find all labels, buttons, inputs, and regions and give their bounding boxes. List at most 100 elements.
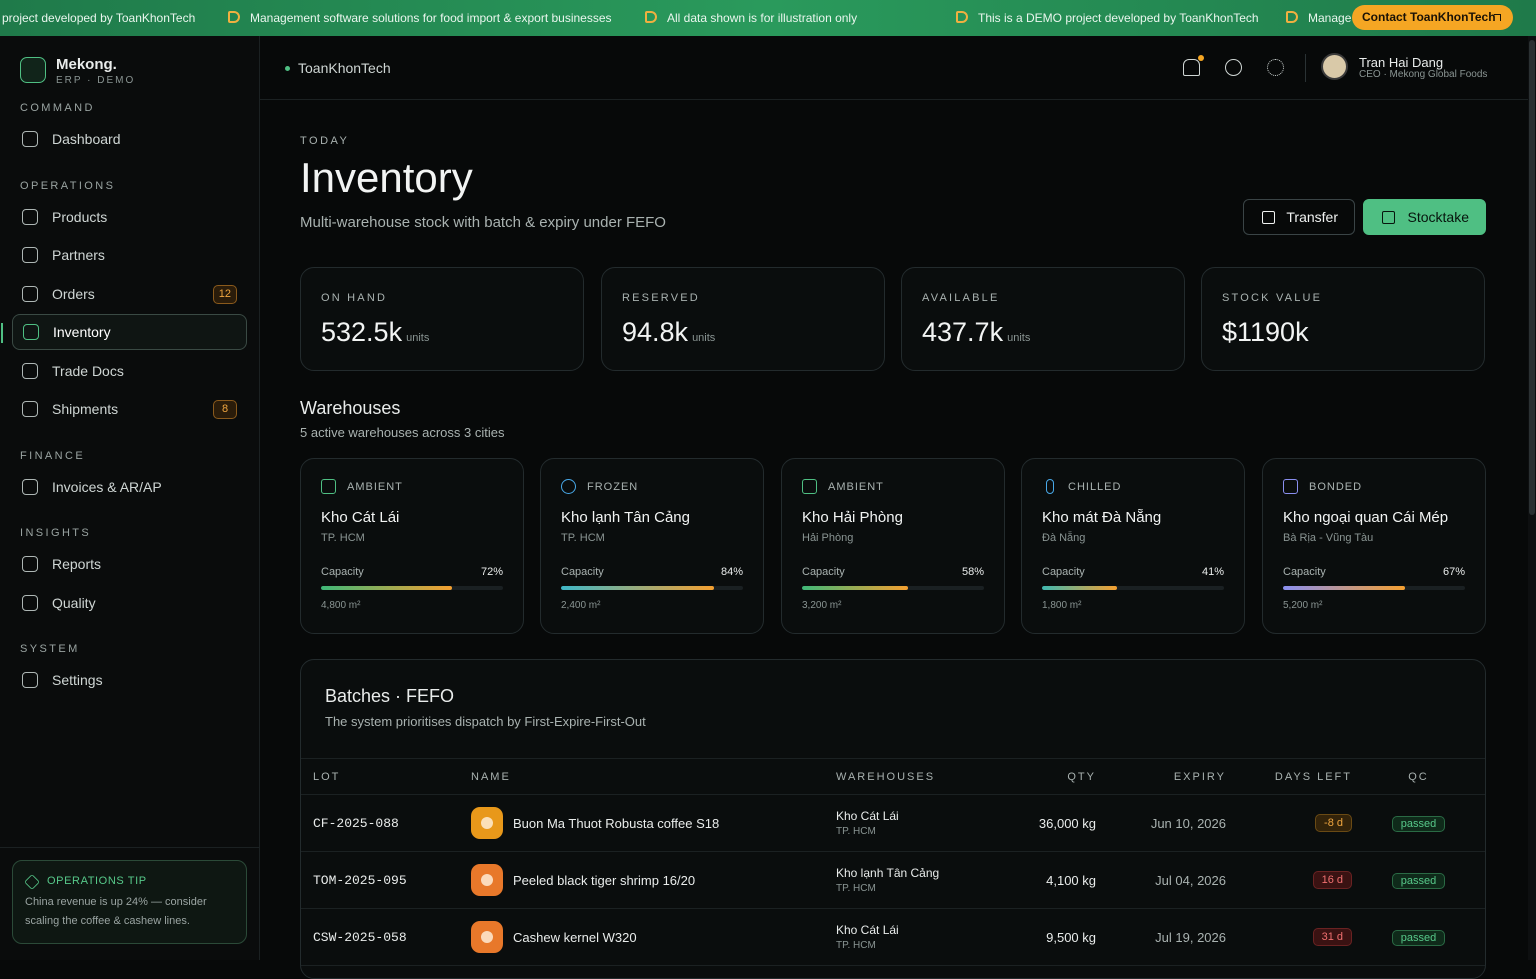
nav-item[interactable]: Orders 12	[12, 275, 247, 314]
scrollbar-thumb[interactable]	[1529, 40, 1535, 515]
warehouse-city: Hải Phòng	[802, 532, 854, 544]
days-left-badge: 16 d	[1312, 871, 1352, 889]
product: Buon Ma Thuot Robusta coffee S18	[471, 807, 836, 839]
days-cell: -8 d	[1226, 814, 1352, 832]
nav-section-title: SYSTEM	[20, 643, 80, 655]
sidebar: Mekong. ERP · DEMO COMMAND Dashboard OPERA…	[0, 36, 260, 960]
warehouse-cell: Kho Cát Lái TP. HCM	[836, 923, 1016, 951]
nav-item[interactable]: Trade Docs	[12, 352, 247, 391]
stat-value: $1190k	[1222, 317, 1309, 347]
nav-label: Dashboard	[52, 131, 121, 148]
divider	[1305, 54, 1306, 82]
capacity-bar	[1042, 586, 1224, 590]
column-header: QTY	[1067, 770, 1096, 783]
warehouse-card[interactable]: FROZEN Kho lạnh Tân Cảng TP. HCM Capacity 84…	[540, 458, 764, 634]
stat-label: RESERVED	[622, 292, 700, 304]
nav-item[interactable]: Products	[12, 198, 247, 237]
nav-item[interactable]: Dashboard	[12, 120, 247, 159]
table-row[interactable]: CSW-2025-058 Cashew kernel W320 Kho Cát Lá…	[301, 909, 1485, 966]
warehouse-city: TP. HCM	[561, 532, 605, 544]
section-title: Warehouses	[300, 398, 401, 418]
stat-value-row: 94.8k units	[622, 317, 864, 348]
nav-badge: 8	[213, 400, 237, 419]
language-icon[interactable]	[1225, 59, 1242, 76]
warehouse-card[interactable]: AMBIENT Kho Cát Lái TP. HCM Capacity 72% 4,80…	[300, 458, 524, 634]
warehouse-city: Bà Rịa - Vũng Tàu	[1283, 532, 1374, 544]
capacity-value: 84%	[720, 566, 743, 578]
nav-icon	[22, 556, 38, 573]
workspace[interactable]: ToanKhonTech	[285, 60, 391, 76]
days-cell: 16 d	[1226, 871, 1352, 889]
capacity-row: Capacity 72%	[321, 566, 503, 578]
banner-item: All data shown is for illustration only	[645, 11, 857, 25]
nav-item[interactable]: Partners	[12, 236, 247, 275]
warehouse-name: Kho Cát Lái	[836, 809, 899, 823]
days-left-badge: -8 d	[1315, 814, 1352, 832]
capacity-value: 58%	[961, 566, 984, 578]
announcement-banner: project developed by ToanKhonTech Managem…	[0, 0, 1536, 36]
capacity-title: Capacity	[802, 566, 845, 578]
capacity-title: Capacity	[1042, 566, 1085, 578]
warehouse-card[interactable]: AMBIENT Kho Hải Phòng Hải Phòng Capacity 58%…	[781, 458, 1005, 634]
logo	[20, 57, 46, 83]
capacity-value: 67%	[1442, 566, 1465, 578]
tip-card: OPERATIONS TIP China revenue is up 24% —…	[12, 860, 247, 944]
nav-icon	[22, 672, 38, 689]
qc-badge: passed	[1391, 815, 1446, 832]
qty: 4,100 kg	[1046, 872, 1096, 888]
column-header: QC	[1408, 770, 1429, 783]
contact-button[interactable]: Contact ToanKhonTech	[1352, 5, 1513, 30]
nav-item[interactable]: Invoices & AR/AP	[12, 468, 247, 507]
capacity-title: Capacity	[1283, 566, 1326, 578]
warehouse-type: FROZEN	[561, 479, 743, 494]
nav-label: Invoices & AR/AP	[52, 478, 162, 495]
stat-value: 437.7k	[922, 317, 1004, 347]
warehouse-area: 1,800 m²	[1042, 600, 1082, 611]
nav-item[interactable]: Shipments 8	[12, 390, 247, 429]
qc-badge: passed	[1391, 929, 1446, 946]
table-row[interactable]: CF-2025-088 Buon Ma Thuot Robusta coffee …	[301, 795, 1485, 852]
capacity-fill	[1042, 586, 1117, 590]
column-header: DAYS LEFT	[1274, 770, 1352, 783]
warehouse-city: TP. HCM	[836, 883, 876, 894]
stat-value-row: $1190k	[1222, 317, 1464, 348]
nav-item[interactable]: Quality	[12, 584, 247, 623]
warehouse-area: 5,200 m²	[1283, 600, 1323, 611]
divider	[0, 847, 259, 848]
warehouse-type: AMBIENT	[321, 479, 503, 494]
nav: COMMAND Dashboard OPERATIONS Products Partne…	[1, 96, 247, 700]
banner-item: This is a DEMO project developed by Toan…	[956, 11, 1259, 25]
lot: TOM-2025-095	[313, 872, 407, 888]
theme-icon[interactable]	[1267, 59, 1284, 76]
stat-label: ON HAND	[321, 292, 388, 304]
capacity-title: Capacity	[561, 566, 604, 578]
stat-value-row: 532.5k units	[321, 317, 563, 348]
warehouse-area: 2,400 m²	[561, 600, 601, 611]
transfer-button[interactable]: Transfer	[1243, 199, 1355, 235]
avatar[interactable]	[1321, 53, 1348, 80]
nav-item[interactable]: Inventory	[1, 314, 247, 351]
qc-cell: passed	[1352, 929, 1485, 946]
nav-label: Trade Docs	[52, 362, 124, 379]
notifications-icon[interactable]	[1183, 59, 1200, 76]
warehouse-city: TP. HCM	[321, 532, 365, 544]
nav-label: Quality	[52, 594, 96, 611]
qc-cell: passed	[1352, 872, 1485, 889]
warehouse-card[interactable]: CHILLED Kho mát Đà Nẵng Đà Nẵng Capacity 41%…	[1021, 458, 1245, 634]
warehouse-card[interactable]: BONDED Kho ngoại quan Cái Mép Bà Rịa - Vũn…	[1262, 458, 1486, 634]
product-icon	[471, 864, 503, 896]
batches-card: Batches · FEFO The system prioritises di…	[300, 659, 1486, 979]
stat-card: AVAILABLE 437.7k units	[901, 267, 1185, 371]
capacity-fill	[321, 586, 453, 590]
stocktake-button[interactable]: Stocktake	[1363, 199, 1486, 235]
megaphone-icon	[1286, 11, 1298, 23]
eyebrow: TODAY	[300, 135, 350, 147]
tip-text: China revenue is up 24% — consider scali…	[25, 896, 207, 927]
user-role: CEO · Mekong Global Foods	[1359, 69, 1488, 80]
table-row[interactable]: TOM-2025-095 Peeled black tiger shrimp 16…	[301, 852, 1485, 909]
stat-unit: units	[692, 332, 716, 344]
nav-item[interactable]: Settings	[12, 661, 247, 700]
nav-label: Reports	[52, 556, 102, 573]
warehouse-area: 4,800 m²	[321, 600, 361, 611]
nav-item[interactable]: Reports	[12, 545, 247, 584]
